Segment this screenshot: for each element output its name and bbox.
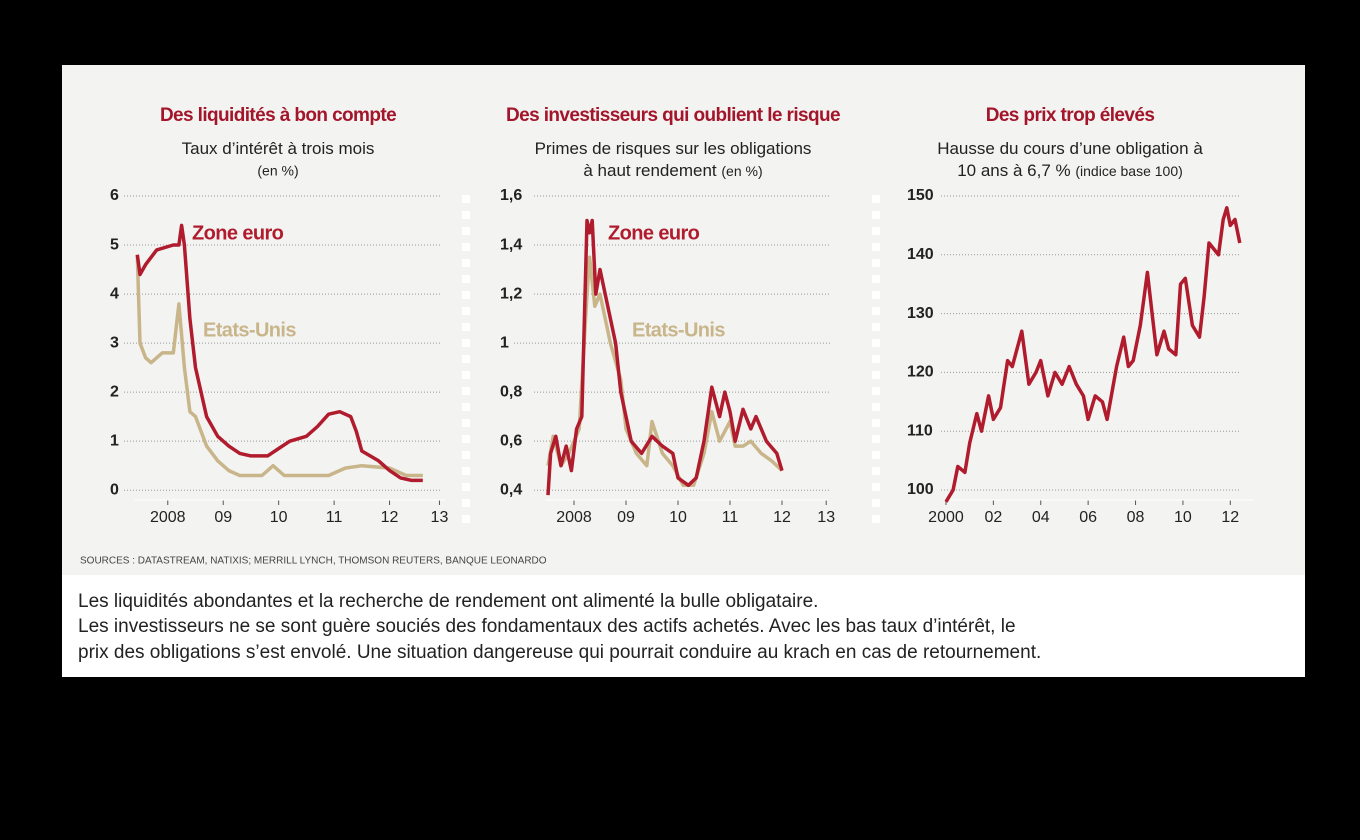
y-tick-label: 6 [110, 187, 119, 204]
x-tick-label: 02 [984, 509, 1002, 526]
y-tick-label: 2 [110, 383, 119, 400]
data-line [546, 218, 784, 496]
x-tick-label: 13 [431, 509, 449, 526]
subtitle-text: à haut rendement [583, 161, 717, 180]
subtitle-text: Hausse du cours d’une obligation à [937, 139, 1203, 158]
subtitle-text: 10 ans à 6,7 % [957, 161, 1070, 180]
x-tick-label: 13 [817, 509, 835, 526]
series-label: Etats-Unis [203, 319, 296, 341]
chart-subtitle: Taux d’intérêt à trois mois [182, 139, 375, 158]
y-tick-label: 1,2 [500, 285, 522, 302]
chart-subtitle: 10 ans à 6,7 % (indice base 100) [957, 161, 1183, 180]
x-tick-label: 12 [1221, 509, 1239, 526]
y-tick-label: 0,8 [500, 383, 522, 400]
y-tick-label: 0 [110, 481, 119, 498]
x-tick-label: 12 [381, 509, 399, 526]
chart-title: Des prix trop élevés [986, 105, 1155, 126]
series-label: Zone euro [192, 222, 284, 244]
data-line [135, 254, 423, 478]
y-tick-label: 4 [110, 285, 119, 302]
y-tick-label: 1 [110, 432, 119, 449]
x-tick-label: 11 [326, 509, 343, 526]
y-tick-label: 100 [907, 481, 934, 498]
x-tick-label: 06 [1079, 509, 1097, 526]
y-tick-label: 0,4 [500, 481, 522, 498]
y-tick-label: 1 [500, 334, 509, 351]
y-tick-label: 5 [110, 236, 119, 253]
chart-title: Des investisseurs qui oublient le risque [506, 105, 840, 126]
y-tick-label: 1,4 [500, 236, 522, 253]
x-tick-label: 2000 [928, 509, 964, 526]
y-tick-label: 0,6 [500, 432, 522, 449]
caption-line: prix des obligations s’est envolé. Une s… [78, 642, 1041, 663]
unit: (en %) [257, 163, 298, 179]
x-tick-label: 10 [270, 509, 288, 526]
x-tick-label: 12 [773, 509, 791, 526]
chart-subtitle: Primes de risques sur les obligations [535, 139, 812, 158]
x-tick-label: 09 [617, 509, 635, 526]
subtitle-text: Primes de risques sur les obligations [535, 139, 812, 158]
chart-subtitle: Hausse du cours d’une obligation à [937, 139, 1203, 158]
chart-subtitle: à haut rendement (en %) [583, 161, 762, 180]
unit: (indice base 100) [1075, 163, 1182, 179]
unit: (en %) [721, 163, 762, 179]
x-tick-label: 2008 [150, 509, 186, 526]
sources: SOURCES : DATASTREAM, NATIXIS; MERRILL L… [80, 556, 547, 567]
series-label: Zone euro [608, 222, 700, 244]
series-label: Etats-Unis [632, 319, 725, 341]
x-tick-label: 10 [669, 509, 687, 526]
y-tick-label: 130 [907, 305, 934, 322]
caption-line: Les liquidités abondantes et la recherch… [78, 591, 818, 612]
chart-title: Des liquidités à bon compte [160, 105, 396, 126]
x-tick-label: 04 [1032, 509, 1050, 526]
y-tick-label: 3 [110, 334, 119, 351]
x-tick-label: 09 [214, 509, 232, 526]
y-tick-label: 1,6 [500, 187, 522, 204]
data-line [944, 206, 1242, 503]
x-tick-label: 10 [1174, 509, 1192, 526]
y-tick-label: 140 [907, 246, 934, 263]
x-tick-label: 2008 [556, 509, 592, 526]
caption-line: Les investisseurs ne se sont guère souci… [78, 616, 1016, 637]
y-tick-label: 120 [907, 364, 934, 381]
x-tick-label: 08 [1127, 509, 1145, 526]
y-tick-label: 110 [907, 422, 933, 439]
data-line [135, 223, 423, 483]
y-tick-label: 150 [907, 187, 934, 204]
x-tick-label: 11 [722, 509, 739, 526]
subtitle-text: Taux d’intérêt à trois mois [182, 139, 375, 158]
